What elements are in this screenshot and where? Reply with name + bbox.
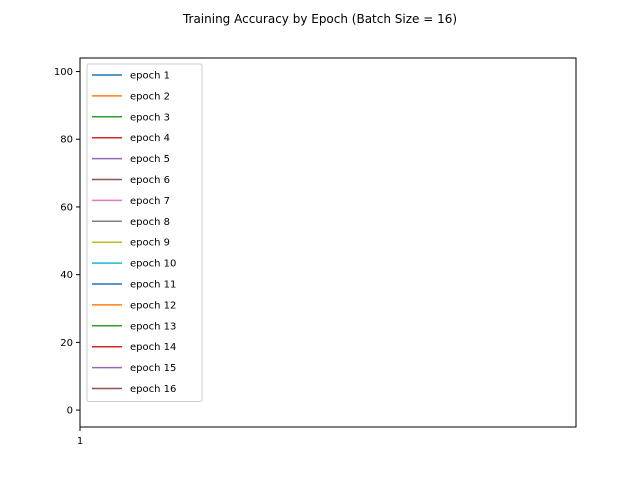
y-axis: 0 20 40 60 80 100 — [54, 67, 80, 417]
legend-label: epoch 9 — [130, 238, 170, 249]
legend-label: epoch 11 — [130, 280, 176, 291]
y-tick-label: 80 — [60, 135, 73, 146]
legend-label: epoch 2 — [130, 91, 170, 102]
chart-title: Training Accuracy by Epoch (Batch Size =… — [182, 12, 457, 26]
y-tick-label: 0 — [67, 406, 73, 417]
legend-label: epoch 3 — [130, 112, 170, 123]
legend: epoch 1 epoch 2 epoch 3 epoch 4 epoch 5 epoch… — [86, 63, 203, 402]
x-tick-label: 1 — [77, 436, 83, 447]
legend-label: epoch 6 — [130, 175, 170, 186]
y-tick-label: 60 — [60, 202, 73, 213]
legend-label: epoch 16 — [130, 384, 176, 395]
legend-label: epoch 8 — [130, 217, 170, 228]
y-tick-label: 20 — [60, 338, 73, 349]
legend-label: epoch 14 — [130, 342, 176, 353]
legend-label: epoch 15 — [130, 363, 176, 374]
legend-label: epoch 7 — [130, 196, 170, 207]
legend-label: epoch 4 — [130, 133, 170, 144]
x-axis: 1 — [77, 427, 83, 447]
y-tick-label: 100 — [54, 67, 73, 78]
y-tick-label: 40 — [60, 270, 73, 281]
legend-label: epoch 10 — [130, 259, 176, 270]
legend-label: epoch 12 — [130, 300, 176, 311]
legend-label: epoch 13 — [130, 321, 176, 332]
legend-label: epoch 5 — [130, 154, 170, 165]
legend-label: epoch 1 — [130, 71, 170, 82]
legend-box — [86, 63, 203, 402]
plot-frame — [79, 57, 577, 428]
